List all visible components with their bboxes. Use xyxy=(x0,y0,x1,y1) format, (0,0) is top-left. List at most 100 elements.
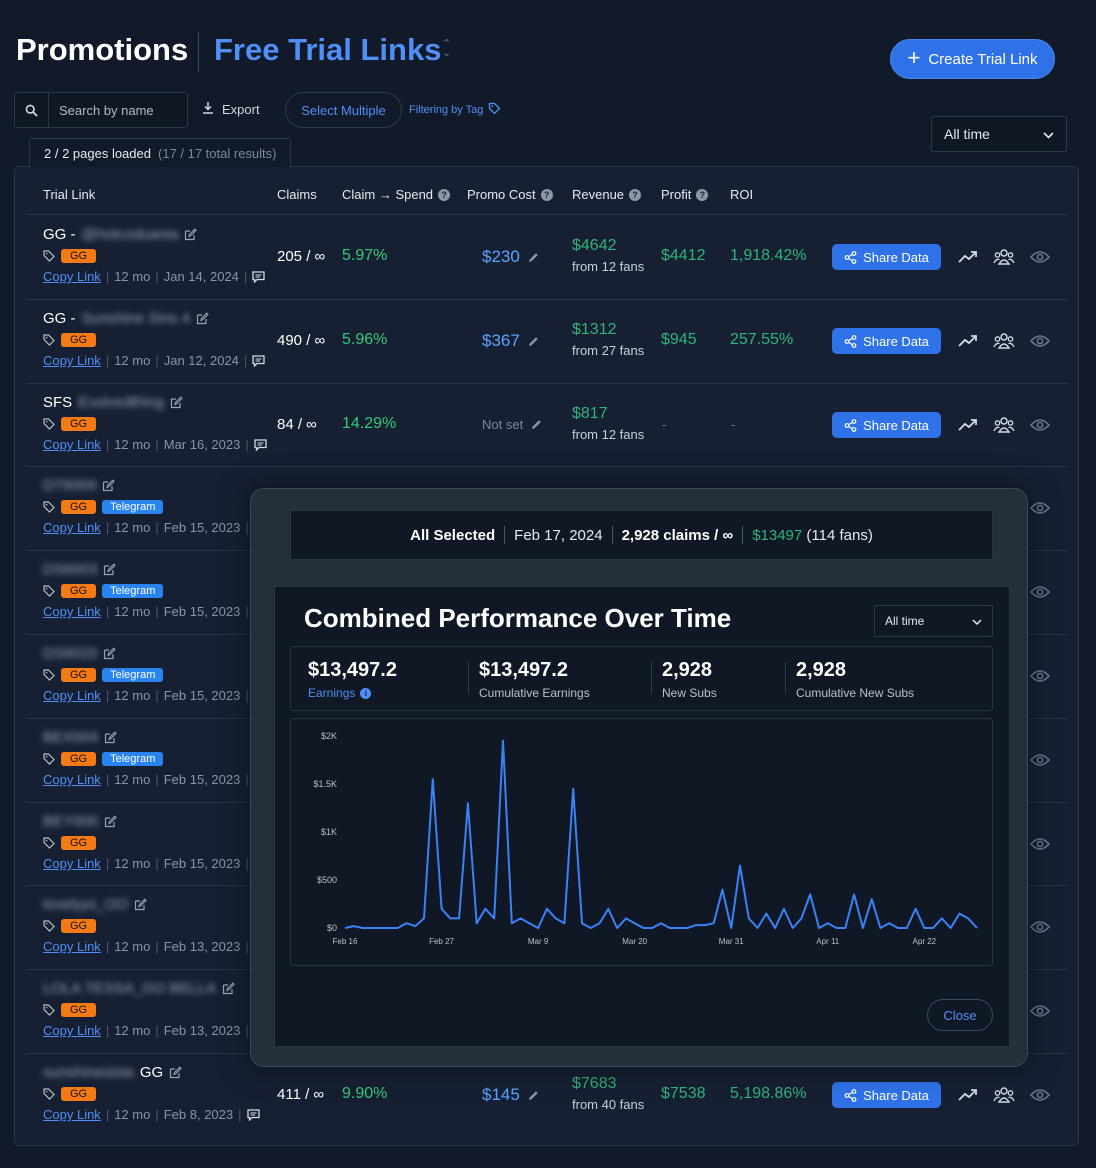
copy-link-button[interactable]: Copy Link xyxy=(43,353,101,368)
search-box[interactable] xyxy=(14,92,188,128)
tag-chip[interactable]: Telegram xyxy=(102,584,164,598)
copy-link-button[interactable]: Copy Link xyxy=(43,772,101,787)
create-trial-link-button[interactable]: + Create Trial Link xyxy=(890,39,1055,79)
tag-icon[interactable] xyxy=(43,501,55,513)
col-header-revenue[interactable]: Revenue? xyxy=(572,187,642,202)
tag-chip[interactable]: GG xyxy=(61,1003,97,1017)
col-header-promo-cost[interactable]: Promo Cost? xyxy=(467,187,553,202)
comment-icon[interactable] xyxy=(254,438,267,451)
eye-icon[interactable] xyxy=(1030,1004,1050,1018)
edit-icon[interactable] xyxy=(103,647,116,660)
eye-icon[interactable] xyxy=(1030,585,1050,599)
help-icon[interactable]: ? xyxy=(629,188,642,201)
eye-icon[interactable] xyxy=(1030,837,1050,851)
tag-chip[interactable]: GG xyxy=(61,752,97,766)
edit-icon[interactable] xyxy=(104,731,117,744)
share-data-button[interactable]: Share Data xyxy=(832,412,941,438)
pencil-icon[interactable] xyxy=(531,419,542,430)
edit-icon[interactable] xyxy=(184,228,198,241)
copy-link-button[interactable]: Copy Link xyxy=(43,437,101,452)
time-range-select[interactable]: All time xyxy=(931,116,1067,152)
pencil-icon[interactable] xyxy=(528,1090,539,1101)
eye-icon[interactable] xyxy=(1030,250,1050,264)
share-data-button[interactable]: Share Data xyxy=(832,244,941,270)
eye-icon[interactable] xyxy=(1030,334,1050,348)
fans-group-icon[interactable] xyxy=(993,332,1015,350)
tag-icon[interactable] xyxy=(43,1088,55,1100)
tag-chip[interactable]: GG xyxy=(61,836,97,850)
col-header-claims[interactable]: Claims xyxy=(277,187,317,202)
col-header-claim-spend[interactable]: Claim → Spend? xyxy=(342,187,451,202)
promo-cost[interactable]: $230 xyxy=(482,247,539,267)
comment-icon[interactable] xyxy=(246,1108,260,1121)
promo-cost[interactable]: $145 xyxy=(482,1085,539,1105)
tag-icon[interactable] xyxy=(43,418,55,430)
share-data-button[interactable]: Share Data xyxy=(832,1082,941,1108)
edit-icon[interactable] xyxy=(103,563,116,576)
col-header-trial-link[interactable]: Trial Link xyxy=(43,187,95,202)
trend-icon[interactable] xyxy=(958,1088,978,1102)
edit-icon[interactable] xyxy=(104,815,117,828)
tag-chip[interactable]: GG xyxy=(61,584,97,598)
eye-icon[interactable] xyxy=(1030,920,1050,934)
sort-chevrons-icon[interactable]: ⌃ ⌄ xyxy=(442,38,452,59)
promo-cost[interactable]: Not set xyxy=(482,417,542,432)
export-button[interactable]: Export xyxy=(202,101,260,117)
tag-icon[interactable] xyxy=(43,250,55,262)
col-header-roi[interactable]: ROI xyxy=(730,187,753,202)
trend-icon[interactable] xyxy=(958,418,978,432)
eye-icon[interactable] xyxy=(1030,753,1050,767)
select-multiple-button[interactable]: Select Multiple xyxy=(285,92,402,128)
eye-icon[interactable] xyxy=(1030,418,1050,432)
tag-chip[interactable]: GG xyxy=(61,249,97,263)
tag-chip[interactable]: GG xyxy=(61,1087,97,1101)
fans-group-icon[interactable] xyxy=(993,1086,1015,1104)
tag-chip[interactable]: Telegram xyxy=(102,668,164,682)
tag-icon[interactable] xyxy=(43,585,55,597)
pencil-icon[interactable] xyxy=(528,252,539,263)
copy-link-button[interactable]: Copy Link xyxy=(43,1107,101,1122)
copy-link-button[interactable]: Copy Link xyxy=(43,520,101,535)
share-data-button[interactable]: Share Data xyxy=(832,328,941,354)
tag-chip[interactable]: GG xyxy=(61,417,97,431)
copy-link-button[interactable]: Copy Link xyxy=(43,939,101,954)
tag-icon[interactable] xyxy=(43,753,55,765)
performance-range-select[interactable]: All time xyxy=(874,605,993,637)
edit-icon[interactable] xyxy=(170,396,183,409)
edit-icon[interactable] xyxy=(222,982,235,995)
edit-icon[interactable] xyxy=(169,1066,183,1079)
edit-icon[interactable] xyxy=(134,898,147,911)
info-icon[interactable]: i xyxy=(360,687,372,699)
pencil-icon[interactable] xyxy=(528,336,539,347)
tag-icon[interactable] xyxy=(43,334,55,346)
tag-icon[interactable] xyxy=(43,837,55,849)
trend-icon[interactable] xyxy=(958,250,978,264)
fans-group-icon[interactable] xyxy=(993,248,1015,266)
section-title[interactable]: Free Trial Links xyxy=(214,32,442,67)
comment-icon[interactable] xyxy=(252,354,265,367)
tag-icon[interactable] xyxy=(43,920,55,932)
trend-icon[interactable] xyxy=(958,334,978,348)
help-icon[interactable]: ? xyxy=(438,188,451,201)
copy-link-button[interactable]: Copy Link xyxy=(43,1023,101,1038)
fans-group-icon[interactable] xyxy=(993,416,1015,434)
eye-icon[interactable] xyxy=(1030,1088,1050,1102)
tag-chip[interactable]: GG xyxy=(61,500,97,514)
search-input[interactable] xyxy=(49,102,179,118)
filter-by-tag-button[interactable]: Filtering by Tag xyxy=(409,102,501,118)
tag-chip[interactable]: GG xyxy=(61,333,97,347)
edit-icon[interactable] xyxy=(102,479,116,492)
tag-chip[interactable]: Telegram xyxy=(102,500,164,514)
copy-link-button[interactable]: Copy Link xyxy=(43,269,101,284)
col-header-profit[interactable]: Profit? xyxy=(661,187,709,202)
eye-icon[interactable] xyxy=(1030,669,1050,683)
edit-icon[interactable] xyxy=(196,312,209,325)
eye-icon[interactable] xyxy=(1030,501,1050,515)
copy-link-button[interactable]: Copy Link xyxy=(43,688,101,703)
tag-chip[interactable]: GG xyxy=(61,668,97,682)
copy-link-button[interactable]: Copy Link xyxy=(43,856,101,871)
help-icon[interactable]: ? xyxy=(696,188,709,201)
tag-chip[interactable]: GG xyxy=(61,919,97,933)
comment-icon[interactable] xyxy=(252,270,265,283)
tag-icon[interactable] xyxy=(43,1004,55,1016)
